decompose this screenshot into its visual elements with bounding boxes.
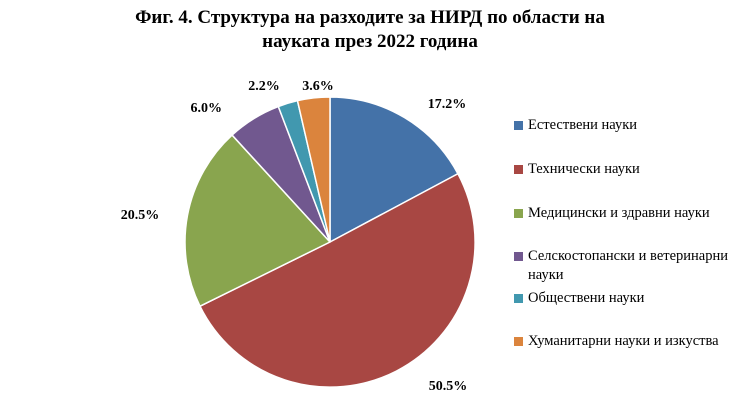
legend-swatch: [514, 209, 523, 218]
pie-data-label-1: 17.2%: [428, 97, 467, 112]
legend-swatch: [514, 165, 523, 174]
legend-label: Селскостопански и ветеринарни науки: [528, 248, 728, 283]
legend-swatch: [514, 252, 523, 261]
legend-swatch: [514, 337, 523, 346]
pie-data-label-6: 3.6%: [302, 79, 334, 94]
legend-label: Естествени науки: [528, 117, 638, 133]
legend-swatch: [514, 294, 523, 303]
chart-title-line-2: науката през 2022 година: [262, 31, 478, 52]
pie-slice-3: [184, 134, 332, 308]
pie-slice-1: [329, 96, 459, 244]
legend-label: Хуманитарни науки и изкуства: [528, 333, 719, 349]
legend-swatch: [514, 121, 523, 130]
pie-data-label-2: 50.5%: [429, 379, 468, 394]
pie-slice-6: [296, 96, 331, 243]
legend-label: Технически науки: [528, 161, 640, 177]
chart-title: Фиг. 4. Структура на разходите за НИРД п…: [0, 6, 740, 54]
pie-slice-2: [198, 172, 476, 388]
pie-data-label-5: 2.2%: [248, 79, 280, 94]
legend-label: Медицински и здравни науки: [528, 205, 710, 221]
pie-data-label-4: 6.0%: [191, 101, 223, 116]
pie-data-label-3: 20.5%: [121, 208, 160, 223]
legend-label: Обществени науки: [528, 290, 645, 306]
chart-title-line-1: Фиг. 4. Структура на разходите за НИРД п…: [135, 7, 605, 28]
